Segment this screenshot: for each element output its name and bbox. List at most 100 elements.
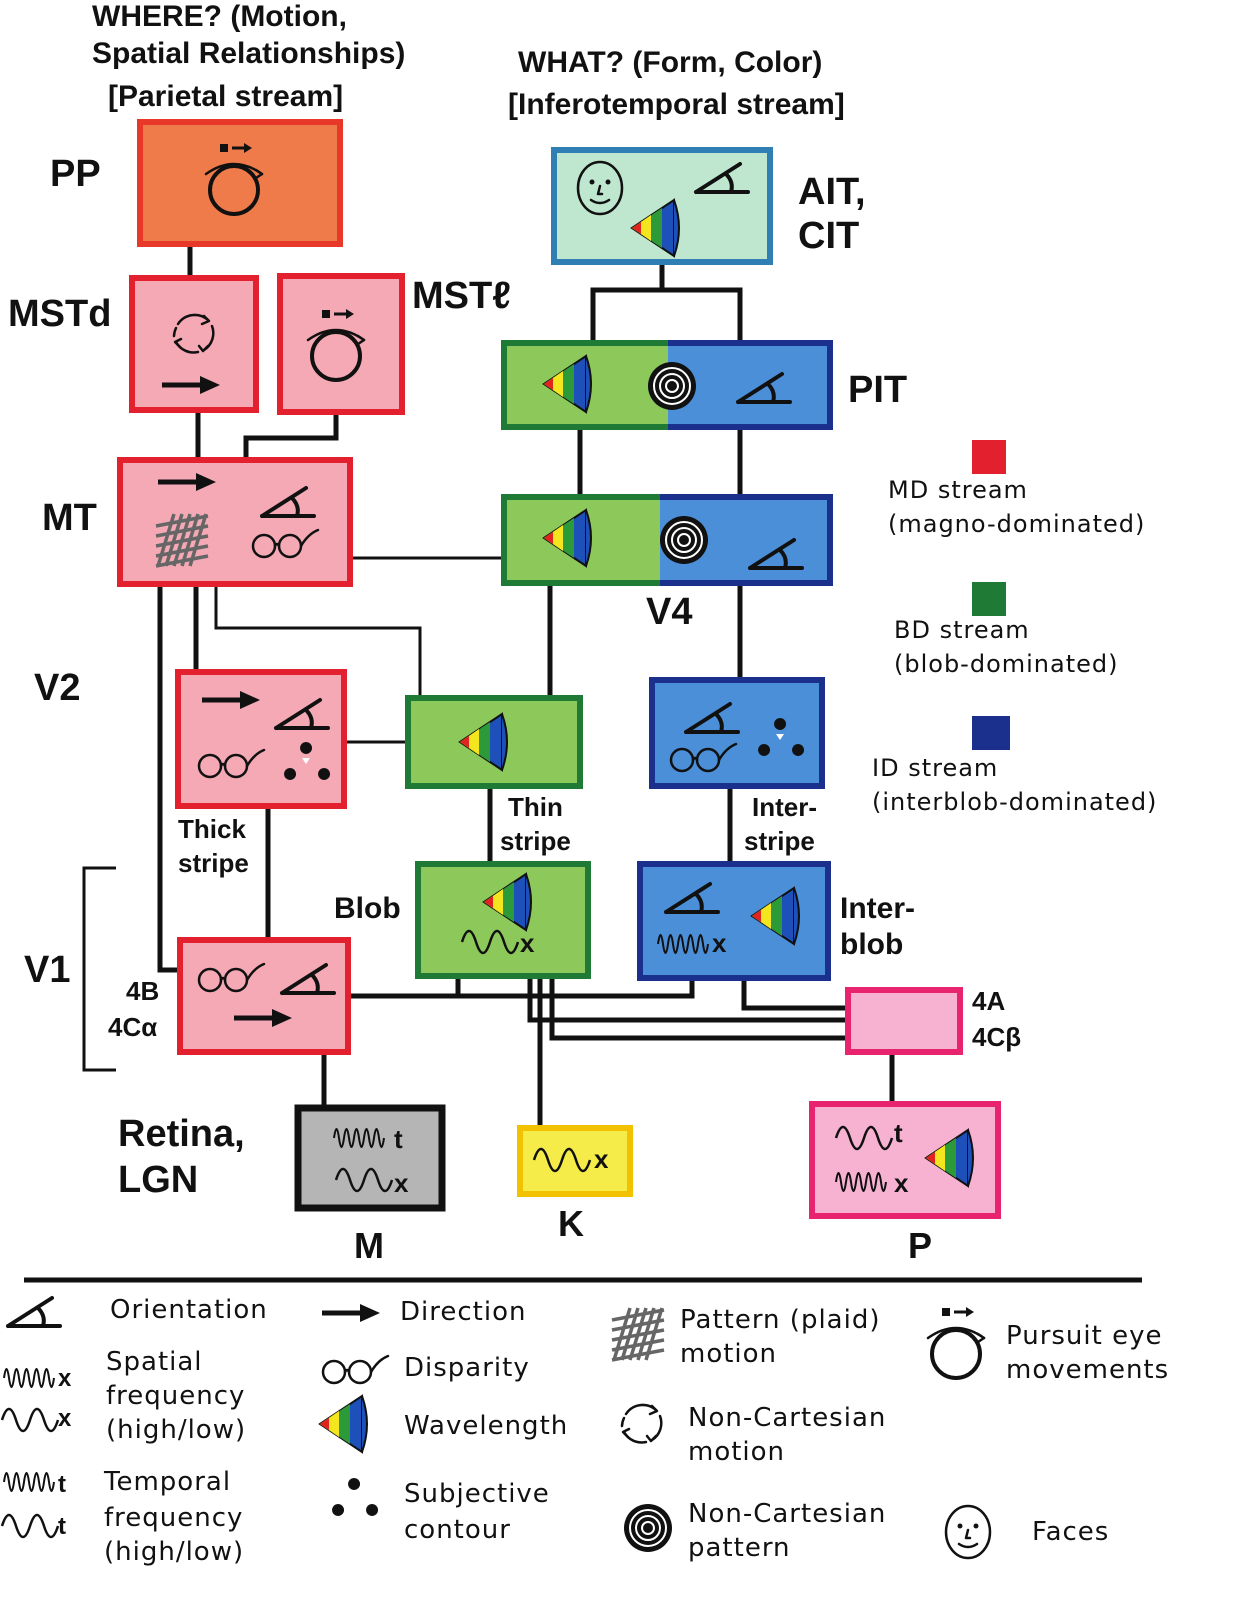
legend-non-cartesian-motion-icon bbox=[620, 1403, 663, 1444]
svg-text:Thin: Thin bbox=[508, 792, 563, 822]
svg-text:Non-Cartesian: Non-Cartesian bbox=[688, 1403, 886, 1433]
legend-wavelength-icon bbox=[319, 1395, 368, 1453]
svg-text:t: t bbox=[894, 1118, 903, 1148]
svg-text:x: x bbox=[394, 1168, 409, 1198]
connection-lines bbox=[157, 245, 895, 1128]
box-mstd bbox=[129, 275, 259, 413]
bd-swatch bbox=[972, 582, 1006, 616]
svg-text:Subjective: Subjective bbox=[404, 1479, 550, 1509]
svg-text:WHAT? (Form, Color): WHAT? (Form, Color) bbox=[518, 46, 822, 79]
svg-text:PIT: PIT bbox=[848, 369, 907, 411]
svg-text:blob: blob bbox=[840, 928, 903, 961]
svg-text:(high/low): (high/low) bbox=[104, 1537, 244, 1567]
svg-text:[Inferotemporal stream]: [Inferotemporal stream] bbox=[508, 88, 845, 121]
svg-text:V4: V4 bbox=[646, 591, 692, 633]
svg-text:[Parietal stream]: [Parietal stream] bbox=[108, 80, 343, 113]
svg-text:V1: V1 bbox=[24, 949, 70, 991]
svg-text:x: x bbox=[594, 1144, 609, 1174]
svg-text:t: t bbox=[394, 1124, 403, 1154]
svg-text:MSTd: MSTd bbox=[8, 293, 111, 335]
svg-text:movements: movements bbox=[1006, 1355, 1169, 1385]
svg-text:K: K bbox=[558, 1203, 584, 1244]
svg-text:ID stream: ID stream bbox=[872, 754, 998, 782]
md-swatch bbox=[972, 440, 1006, 474]
legend-disparity-icon bbox=[321, 1354, 390, 1385]
box-blob: x bbox=[415, 861, 591, 979]
box-thick-stripe bbox=[175, 669, 347, 809]
legend-face-icon bbox=[944, 1504, 992, 1560]
svg-text:Pursuit eye: Pursuit eye bbox=[1006, 1321, 1162, 1351]
box-v4 bbox=[501, 494, 833, 586]
svg-text:CIT: CIT bbox=[798, 215, 859, 257]
box-pit bbox=[501, 340, 833, 430]
box-ait bbox=[551, 147, 773, 265]
legend-plaid-motion-icon bbox=[610, 1306, 666, 1362]
svg-text:Temporal: Temporal bbox=[103, 1467, 231, 1497]
svg-text:contour: contour bbox=[404, 1515, 511, 1545]
svg-text:P: P bbox=[908, 1225, 932, 1266]
svg-text:x: x bbox=[520, 928, 535, 958]
svg-text:MSTℓ: MSTℓ bbox=[412, 275, 511, 317]
box-mt bbox=[117, 457, 353, 587]
box-k: x bbox=[517, 1125, 633, 1197]
svg-text:Spatial: Spatial bbox=[106, 1347, 203, 1377]
svg-text:M: M bbox=[354, 1225, 384, 1266]
svg-text:Orientation: Orientation bbox=[110, 1295, 268, 1325]
box-4a-4cb bbox=[845, 987, 963, 1055]
svg-text:x: x bbox=[58, 1365, 72, 1392]
svg-text:x: x bbox=[712, 928, 727, 958]
svg-text:stripe: stripe bbox=[744, 826, 815, 856]
svg-text:Faces: Faces bbox=[1032, 1517, 1109, 1547]
svg-text:4Cα: 4Cα bbox=[108, 1012, 157, 1042]
svg-text:x: x bbox=[894, 1168, 909, 1198]
box-m: t x bbox=[294, 1104, 446, 1212]
svg-text:frequency: frequency bbox=[104, 1503, 243, 1533]
svg-text:Wavelength: Wavelength bbox=[404, 1411, 568, 1441]
svg-text:V2: V2 bbox=[34, 667, 80, 709]
svg-text:Inter-: Inter- bbox=[840, 892, 915, 925]
svg-text:Non-Cartesian: Non-Cartesian bbox=[688, 1499, 886, 1529]
svg-text:4A: 4A bbox=[972, 986, 1005, 1016]
svg-text:stripe: stripe bbox=[178, 848, 249, 878]
legend-direction-icon bbox=[322, 1304, 380, 1322]
v1-bracket bbox=[82, 866, 116, 1072]
svg-text:motion: motion bbox=[688, 1437, 785, 1467]
svg-text:(interblob-dominated): (interblob-dominated) bbox=[872, 788, 1157, 816]
svg-text:(magno-dominated): (magno-dominated) bbox=[888, 510, 1145, 538]
svg-text:Disparity: Disparity bbox=[404, 1353, 530, 1383]
svg-text:frequency: frequency bbox=[106, 1381, 245, 1411]
legend-temporal-frequency-icon: t t bbox=[0, 1471, 66, 1540]
svg-text:LGN: LGN bbox=[118, 1159, 198, 1201]
box-mstl bbox=[277, 273, 405, 415]
svg-text:Spatial Relationships): Spatial Relationships) bbox=[92, 37, 405, 70]
svg-text:Direction: Direction bbox=[400, 1297, 526, 1327]
svg-text:t: t bbox=[58, 1513, 66, 1540]
legend-pursuit-eye-icon bbox=[926, 1305, 986, 1380]
svg-text:AIT,: AIT, bbox=[798, 171, 866, 213]
where-header: WHERE? (Motion, Spatial Relationships) [… bbox=[92, 0, 405, 113]
svg-text:pattern: pattern bbox=[688, 1533, 791, 1563]
svg-text:Pattern (plaid): Pattern (plaid) bbox=[680, 1305, 880, 1335]
area-labels: PP MSTd MSTℓ MT V2 V1 AIT, CIT PIT V4 Th… bbox=[8, 153, 1021, 1266]
box-interstripe bbox=[649, 677, 825, 789]
svg-text:Thick: Thick bbox=[178, 814, 246, 844]
box-interblob: x bbox=[637, 861, 831, 981]
svg-text:PP: PP bbox=[50, 153, 101, 195]
legend-spatial-frequency-icon: x x bbox=[0, 1365, 72, 1433]
legend-orientation-icon bbox=[6, 1296, 62, 1328]
legend-subjective-contour-icon bbox=[332, 1478, 379, 1516]
svg-text:(high/low): (high/low) bbox=[106, 1415, 246, 1445]
svg-text:motion: motion bbox=[680, 1339, 777, 1369]
what-header: WHAT? (Form, Color) [Inferotemporal stre… bbox=[508, 46, 845, 121]
box-p: t x bbox=[809, 1101, 1001, 1219]
svg-text:Blob: Blob bbox=[334, 892, 401, 925]
legend-non-cartesian-pattern-icon bbox=[623, 1503, 673, 1553]
box-v1-4b bbox=[177, 937, 351, 1055]
id-swatch bbox=[972, 716, 1010, 750]
svg-text:4Cβ: 4Cβ bbox=[972, 1022, 1021, 1052]
svg-text:Retina,: Retina, bbox=[118, 1113, 245, 1155]
svg-text:WHERE? (Motion,: WHERE? (Motion, bbox=[92, 0, 347, 33]
svg-text:MD stream: MD stream bbox=[888, 476, 1028, 504]
svg-text:stripe: stripe bbox=[500, 826, 571, 856]
